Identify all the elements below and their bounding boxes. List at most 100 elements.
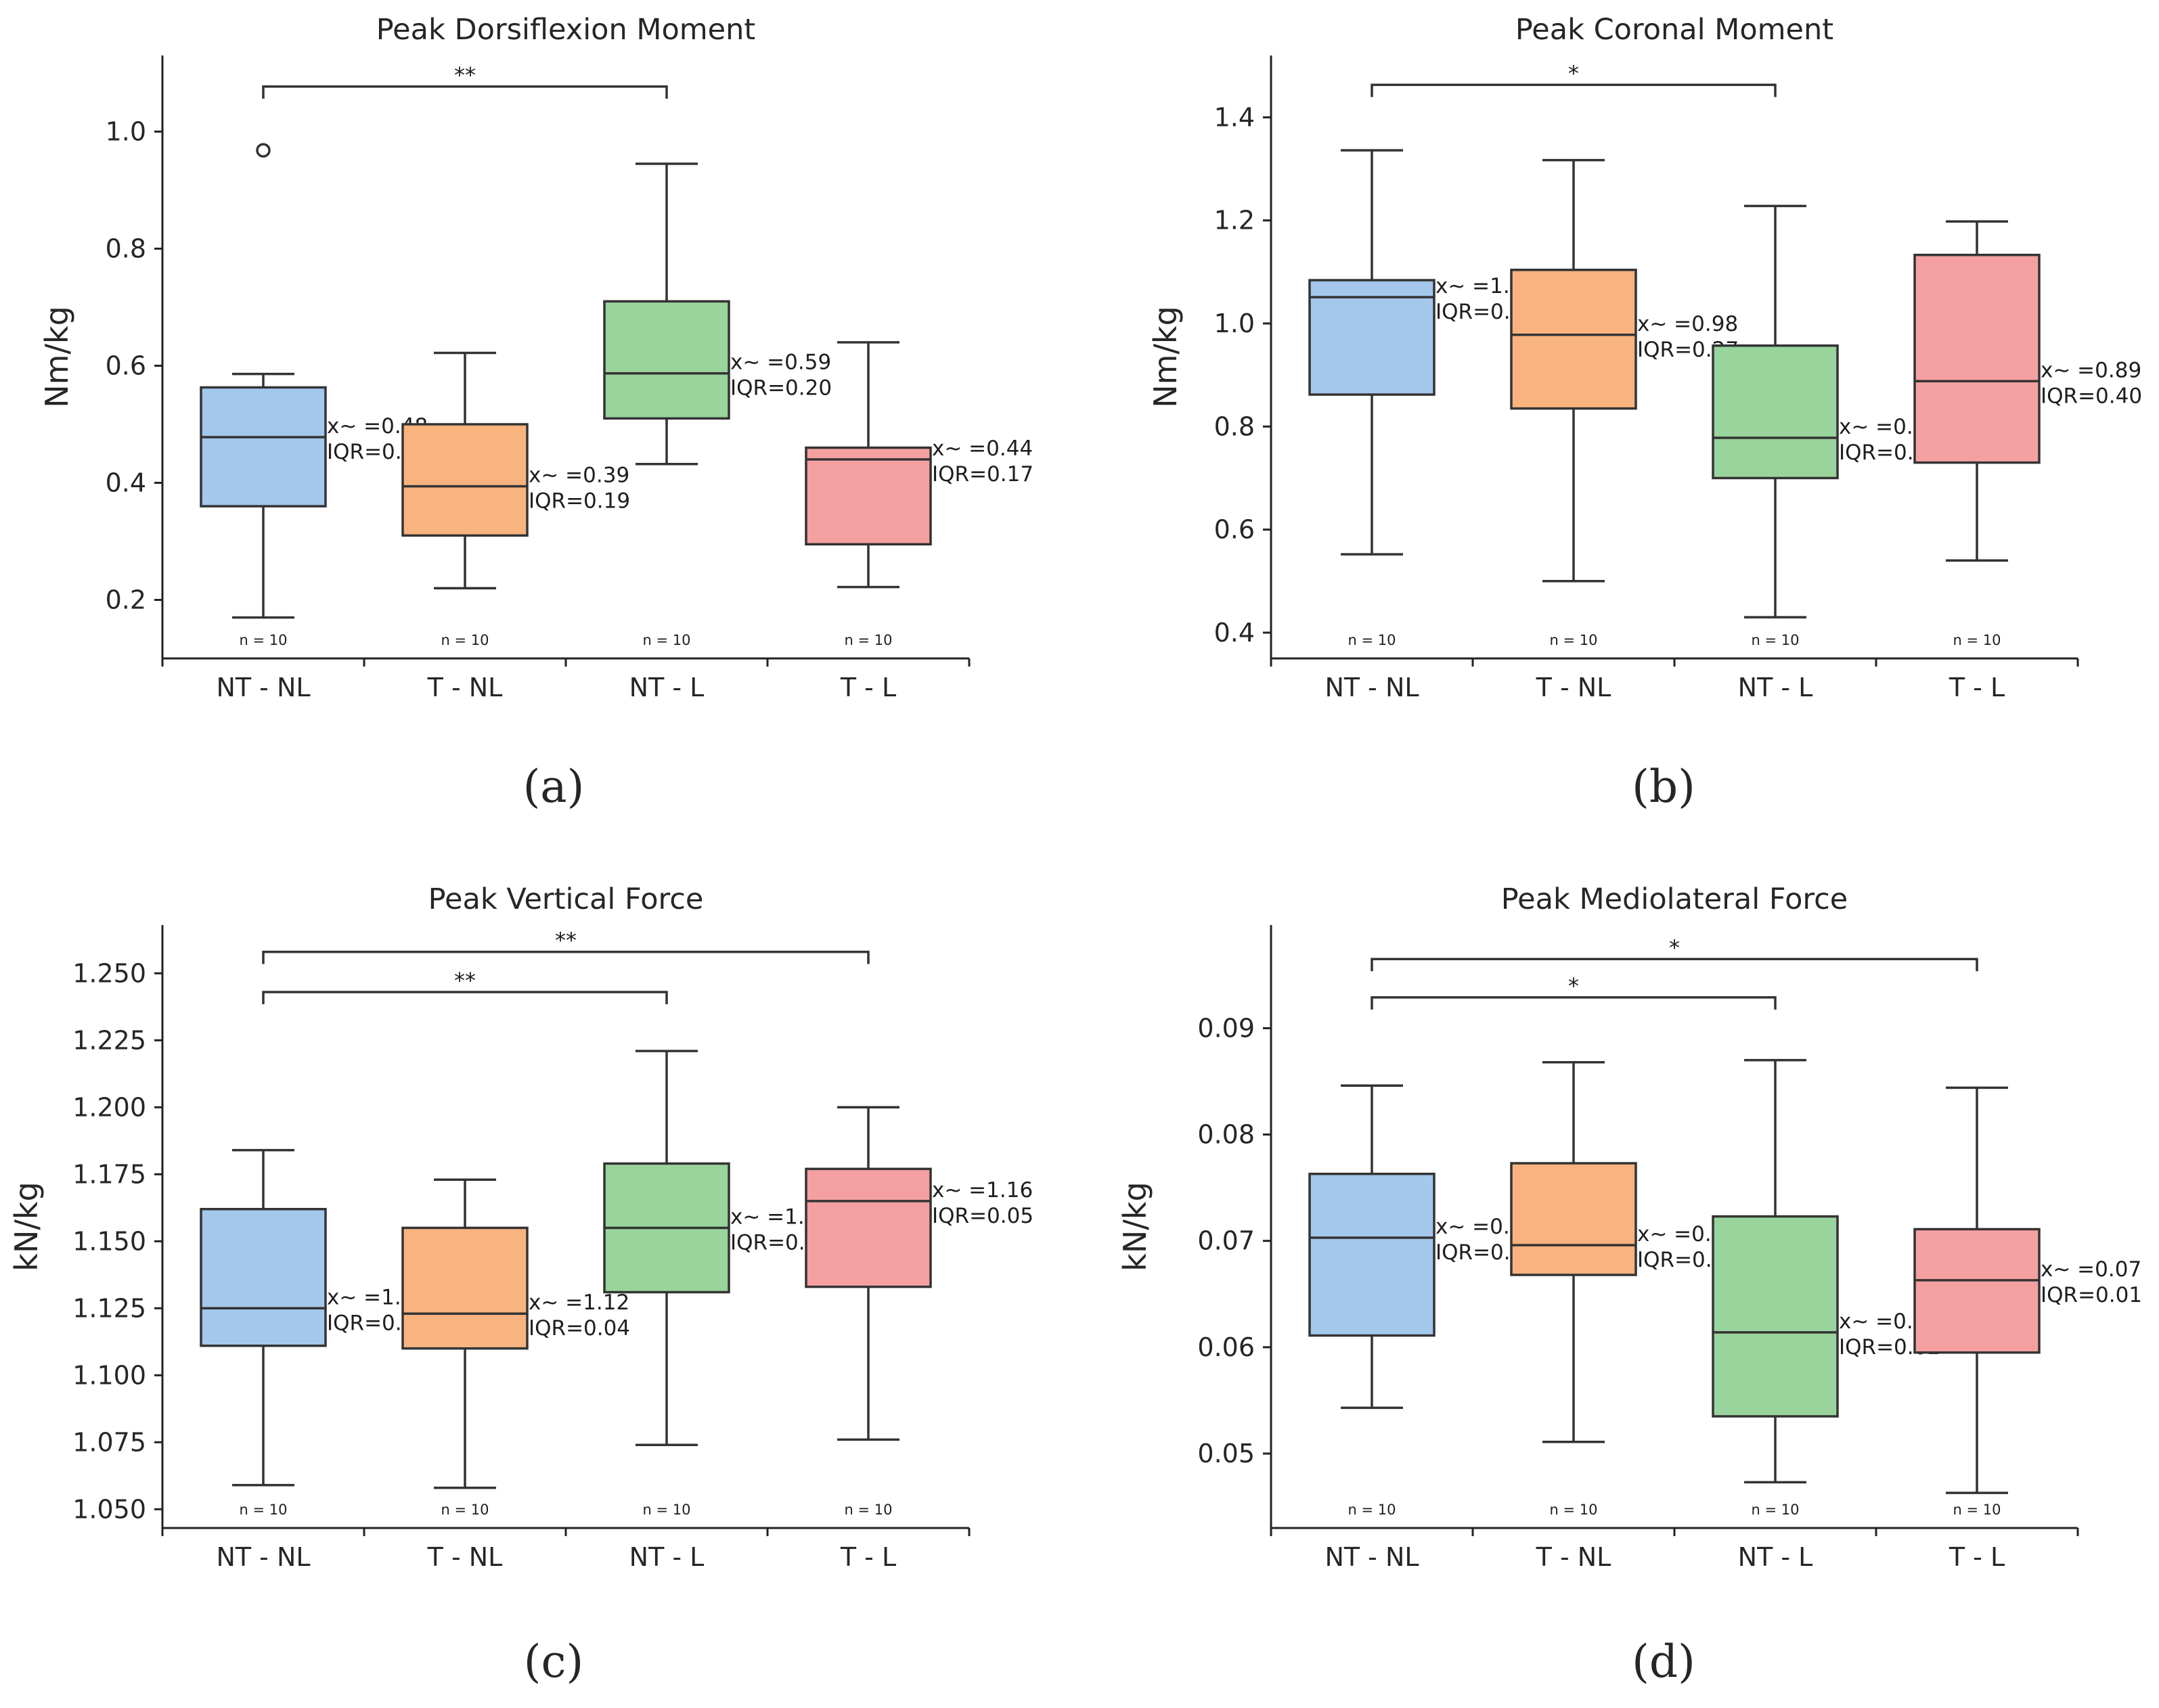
- x-tick-label: NT - NL: [1325, 673, 1419, 702]
- median-label: x~ =1.16: [932, 1178, 1033, 1203]
- y-tick-label: 1.200: [72, 1092, 146, 1122]
- significance-bracket: [262, 85, 668, 99]
- iqr-label: IQR=0.04: [529, 1316, 630, 1341]
- median-label: x~ =0.07: [2041, 1257, 2141, 1282]
- chart-panel-c: Peak Vertical Force 1.050 1.075 1.100 1.125 1…: [8, 882, 1033, 1688]
- y-axis-title: Nm/kg: [1147, 306, 1184, 408]
- panel-label: (c): [524, 1636, 583, 1688]
- x-tick-label: T - NL: [427, 1542, 503, 1572]
- x-tick-label: T - L: [1949, 1542, 2005, 1572]
- median-label: x~ =0.89: [2041, 358, 2141, 382]
- box-3: [1913, 1228, 2041, 1354]
- chart-panel-d: Peak Mediolateral Force 0.05 0.06 0.07 0.08 0…: [1117, 882, 2142, 1688]
- significance-bracket: [1371, 958, 1978, 972]
- y-tick-label: 1.150: [72, 1226, 146, 1256]
- box-1: [401, 1226, 529, 1350]
- median-label: x~ =0.44: [932, 436, 1033, 461]
- n-label: n = 10: [240, 1502, 288, 1518]
- n-label: n = 10: [1550, 1502, 1598, 1518]
- significance-bracket: [262, 950, 870, 964]
- significance-label: **: [555, 928, 577, 953]
- y-axis-title: Nm/kg: [39, 306, 75, 408]
- y-tick-label: 1.050: [72, 1494, 146, 1524]
- median-label: x~ =0.39: [529, 464, 629, 488]
- box-3: [805, 1167, 932, 1288]
- panel-label: (b): [1632, 761, 1695, 813]
- chart-panel-b: Peak Coronal Moment 0.4 0.6 0.8 1.0 1.2 1.4 Nm/…: [1147, 13, 2142, 813]
- x-tick-label: T - L: [840, 673, 896, 702]
- y-tick-label: 0.6: [106, 351, 146, 380]
- chart-title: Peak Vertical Force: [428, 882, 704, 916]
- x-tick-label: NT - NL: [216, 1542, 310, 1572]
- box-0: [200, 386, 327, 508]
- significance-bracket: [1371, 996, 1777, 1010]
- significance-label: **: [454, 968, 476, 993]
- y-tick-label: 0.2: [106, 585, 146, 614]
- n-label: n = 10: [240, 632, 288, 648]
- y-tick-label: 1.4: [1214, 102, 1255, 132]
- y-tick-label: 0.4: [1214, 618, 1255, 648]
- outlier-point: [256, 143, 271, 158]
- n-label: n = 10: [1953, 632, 2001, 648]
- x-tick-label: NT - NL: [1325, 1542, 1419, 1572]
- box-1: [401, 423, 529, 537]
- box-0: [200, 1208, 327, 1347]
- x-tick-label: NT - L: [1738, 673, 1813, 702]
- y-tick-label: 0.07: [1197, 1226, 1255, 1256]
- chart-title: Peak Dorsiflexion Moment: [376, 13, 756, 47]
- y-tick-label: 0.05: [1197, 1439, 1255, 1468]
- median-label: x~ =0.59: [730, 351, 831, 375]
- significance-bracket: [262, 991, 668, 1004]
- box-2: [603, 300, 730, 420]
- y-tick-label: 0.8: [1214, 411, 1255, 441]
- y-tick-label: 0.4: [106, 468, 146, 497]
- chart-title: Peak Mediolateral Force: [1501, 882, 1848, 916]
- median-label: x~ =1.12: [529, 1290, 629, 1315]
- x-tick-label: T - NL: [1536, 673, 1611, 702]
- y-tick-label: 0.06: [1197, 1332, 1255, 1362]
- median-label: x~ =0.98: [1637, 312, 1738, 336]
- box-3: [805, 446, 932, 546]
- y-tick-label: 0.6: [1214, 515, 1255, 545]
- significance-label: *: [1568, 973, 1579, 999]
- y-tick-label: 1.250: [72, 958, 146, 988]
- box-2: [1712, 1215, 1839, 1418]
- box-3: [1913, 253, 2041, 464]
- panel-label: (a): [523, 761, 585, 813]
- box-0: [1308, 279, 1435, 396]
- n-label: n = 10: [441, 632, 489, 648]
- y-tick-label: 1.2: [1214, 206, 1255, 235]
- n-label: n = 10: [1752, 1502, 1800, 1518]
- iqr-label: IQR=0.17: [932, 462, 1033, 487]
- n-label: n = 10: [845, 632, 893, 648]
- significance-label: *: [1669, 935, 1680, 960]
- n-label: n = 10: [441, 1502, 489, 1518]
- y-tick-label: 1.075: [72, 1427, 146, 1457]
- n-label: n = 10: [643, 632, 691, 648]
- y-tick-label: 1.225: [72, 1025, 146, 1055]
- iqr-label: IQR=0.20: [730, 376, 832, 401]
- box-1: [1510, 1162, 1637, 1276]
- chart-panel-a: Peak Dorsiflexion Moment 0.2 0.4 0.6 0.8 1.0 N…: [39, 13, 1033, 813]
- x-tick-label: NT - L: [629, 1542, 705, 1572]
- x-tick-label: T - NL: [1536, 1542, 1611, 1572]
- box-1: [1510, 269, 1637, 410]
- y-tick-label: 0.08: [1197, 1120, 1255, 1150]
- chart-title: Peak Coronal Moment: [1515, 13, 1833, 47]
- significance-bracket: [1371, 83, 1777, 97]
- y-axis-title: kN/kg: [8, 1182, 45, 1271]
- y-tick-label: 0.09: [1197, 1013, 1255, 1043]
- iqr-label: IQR=0.05: [932, 1204, 1033, 1228]
- n-label: n = 10: [1550, 632, 1598, 648]
- n-label: n = 10: [1752, 632, 1800, 648]
- box-0: [1308, 1172, 1435, 1337]
- significance-label: *: [1568, 60, 1579, 86]
- x-tick-label: T - NL: [427, 673, 503, 702]
- box-2: [1712, 344, 1839, 480]
- n-label: n = 10: [1348, 1502, 1396, 1518]
- y-tick-label: 0.8: [106, 233, 146, 263]
- y-tick-label: 1.0: [1214, 309, 1255, 338]
- x-tick-label: T - L: [840, 1542, 896, 1572]
- y-tick-label: 1.100: [72, 1360, 146, 1390]
